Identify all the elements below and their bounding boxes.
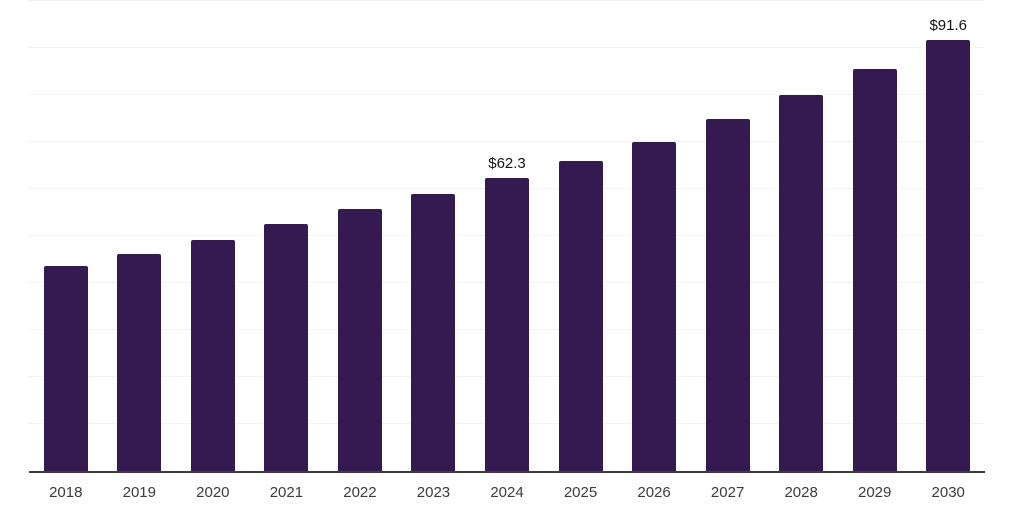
gridline [29, 0, 985, 1]
data-label-2024: $62.3 [488, 155, 526, 173]
gridline [29, 141, 985, 142]
bar-2018 [43, 266, 88, 471]
bar-slot [558, 1, 603, 471]
bar-slot [632, 1, 677, 471]
bar-2020 [190, 239, 235, 471]
x-tick-label-2026: 2026 [637, 484, 671, 501]
bar-slot [852, 1, 897, 471]
bar-slot [705, 1, 750, 471]
bar-2023 [411, 194, 456, 471]
bar-slot [337, 1, 382, 471]
x-tick-label-2030: 2030 [931, 484, 965, 501]
x-tick-label-2021: 2021 [269, 484, 304, 501]
bar-2019 [117, 253, 162, 471]
bar-2029 [852, 69, 897, 471]
bar-2028 [779, 95, 824, 471]
plot-area: $62.3 $91.6 [29, 0, 985, 473]
bar-2026 [632, 141, 677, 471]
x-axis-labels: 2018 2019 2020 2021 2022 2023 2024 2025 2026 2027… [29, 484, 985, 504]
x-tick-label-2024: 2024 [490, 484, 524, 501]
x-tick-label-2029: 2029 [858, 484, 892, 501]
bar-slot [779, 1, 824, 471]
bar-slot [411, 1, 456, 471]
bar-slot [117, 1, 162, 471]
bar-2027 [705, 118, 750, 471]
bar-2025 [558, 160, 603, 471]
bar-2030 [926, 40, 971, 471]
x-tick-label-2018: 2018 [49, 484, 83, 501]
x-axis-line [29, 471, 985, 473]
gridline [29, 94, 985, 95]
bar-slot [264, 1, 309, 471]
bar-2022 [337, 209, 382, 471]
bar-2021 [264, 224, 309, 471]
x-tick-label-2022: 2022 [343, 484, 377, 501]
x-tick-label-2023: 2023 [416, 484, 451, 501]
x-tick-label-2020: 2020 [196, 484, 230, 501]
bar-slot [43, 1, 88, 471]
bar-slot [190, 1, 235, 471]
data-label-2030: $91.6 [929, 17, 967, 35]
bar-slot: $62.3 [485, 1, 529, 471]
x-tick-label-2027: 2027 [710, 484, 745, 501]
x-tick-label-2019: 2019 [122, 484, 156, 501]
bar-2024 [485, 178, 529, 471]
gridline [29, 47, 985, 48]
bar-slot: $91.6 [926, 1, 971, 471]
x-tick-label-2025: 2025 [563, 484, 598, 501]
x-tick-label-2028: 2028 [784, 484, 818, 501]
